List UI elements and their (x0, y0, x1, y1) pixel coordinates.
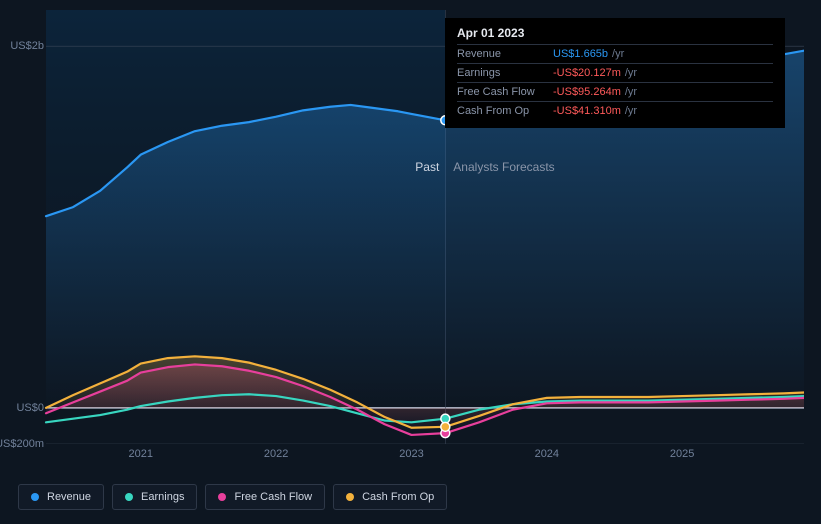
y-axis-label: US$0 (16, 402, 44, 414)
y-axis-label: US$2b (10, 40, 44, 52)
legend: Revenue Earnings Free Cash Flow Cash From O… (18, 484, 447, 510)
tooltip-row-value: -US$95.264m (553, 86, 621, 98)
legend-label: Cash From Op (362, 491, 434, 503)
x-axis-label: 2023 (399, 448, 423, 460)
tooltip: Apr 01 2023 RevenueUS$1.665b/yrEarnings-… (445, 18, 785, 128)
legend-dot-icon (125, 493, 133, 501)
x-axis-label: 2021 (129, 448, 153, 460)
tooltip-row-label: Cash From Op (457, 105, 553, 117)
tooltip-row-label: Earnings (457, 67, 553, 79)
tooltip-row: Cash From Op-US$41.310m/yr (457, 101, 773, 120)
tooltip-row-suffix: /yr (625, 67, 637, 79)
tooltip-row-label: Revenue (457, 48, 553, 60)
tooltip-row-value: US$1.665b (553, 48, 608, 60)
tooltip-row-suffix: /yr (625, 86, 637, 98)
forecast-label: Analysts Forecasts (453, 160, 554, 174)
legend-item[interactable]: Free Cash Flow (205, 484, 325, 510)
legend-dot-icon (218, 493, 226, 501)
tooltip-row-value: -US$41.310m (553, 105, 621, 117)
legend-dot-icon (31, 493, 39, 501)
past-label: Past (415, 160, 439, 174)
legend-item[interactable]: Earnings (112, 484, 197, 510)
tooltip-row-suffix: /yr (612, 48, 624, 60)
x-axis-label: 2024 (535, 448, 559, 460)
legend-label: Earnings (141, 491, 184, 503)
tooltip-row: Earnings-US$20.127m/yr (457, 63, 773, 82)
legend-dot-icon (346, 493, 354, 501)
legend-item[interactable]: Revenue (18, 484, 104, 510)
x-axis-label: 2022 (264, 448, 288, 460)
legend-item[interactable]: Cash From Op (333, 484, 447, 510)
x-axis-label: 2025 (670, 448, 694, 460)
tooltip-row: Free Cash Flow-US$95.264m/yr (457, 82, 773, 101)
tooltip-row: RevenueUS$1.665b/yr (457, 44, 773, 63)
tooltip-row-suffix: /yr (625, 105, 637, 117)
tooltip-row-label: Free Cash Flow (457, 86, 553, 98)
tooltip-title: Apr 01 2023 (457, 26, 773, 44)
legend-label: Revenue (47, 491, 91, 503)
legend-label: Free Cash Flow (234, 491, 312, 503)
tooltip-row-value: -US$20.127m (553, 67, 621, 79)
y-axis-label: -US$200m (0, 438, 44, 450)
